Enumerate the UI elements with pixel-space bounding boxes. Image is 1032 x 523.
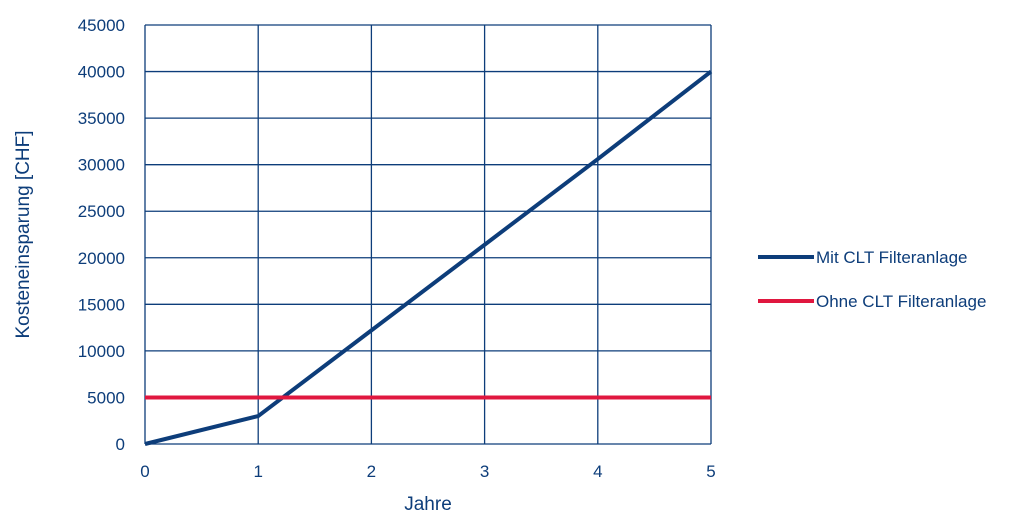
y-tick-label: 10000 (78, 342, 125, 361)
y-tick-label: 0 (116, 435, 125, 454)
x-axis-label: Jahre (404, 494, 452, 515)
x-tick-label: 2 (367, 462, 376, 481)
y-tick-label: 45000 (78, 16, 125, 35)
y-tick-label: 40000 (78, 63, 125, 82)
x-tick-label: 1 (253, 462, 262, 481)
y-tick-label: 15000 (78, 295, 125, 314)
y-tick-label: 35000 (78, 109, 125, 128)
x-tick-label: 4 (593, 462, 602, 481)
legend-label-2: Ohne CLT Filteranlage (816, 292, 986, 311)
grid (144, 24, 712, 445)
series-line-1 (144, 69, 713, 446)
legend-label-1: Mit CLT Filteranlage (816, 248, 967, 267)
x-tick-label: 5 (706, 462, 715, 481)
y-tick-label: 25000 (78, 202, 125, 221)
y-tick-label: 5000 (87, 388, 125, 407)
x-tick-label: 3 (480, 462, 489, 481)
series-lines (144, 69, 713, 446)
y-axis-label: Kosteneinsparung [CHF] (13, 130, 34, 338)
x-tick-label: 0 (140, 462, 149, 481)
y-tick-labels: 0 5000 10000 15000 20000 25000 30000 35000 40000… (78, 16, 125, 454)
y-tick-label: 20000 (78, 249, 125, 268)
x-tick-labels: 0 1 2 3 4 5 (140, 462, 715, 481)
y-tick-label: 30000 (78, 156, 125, 175)
legend: Mit CLT Filteranlage Ohne CLT Filteranlag… (758, 248, 986, 311)
